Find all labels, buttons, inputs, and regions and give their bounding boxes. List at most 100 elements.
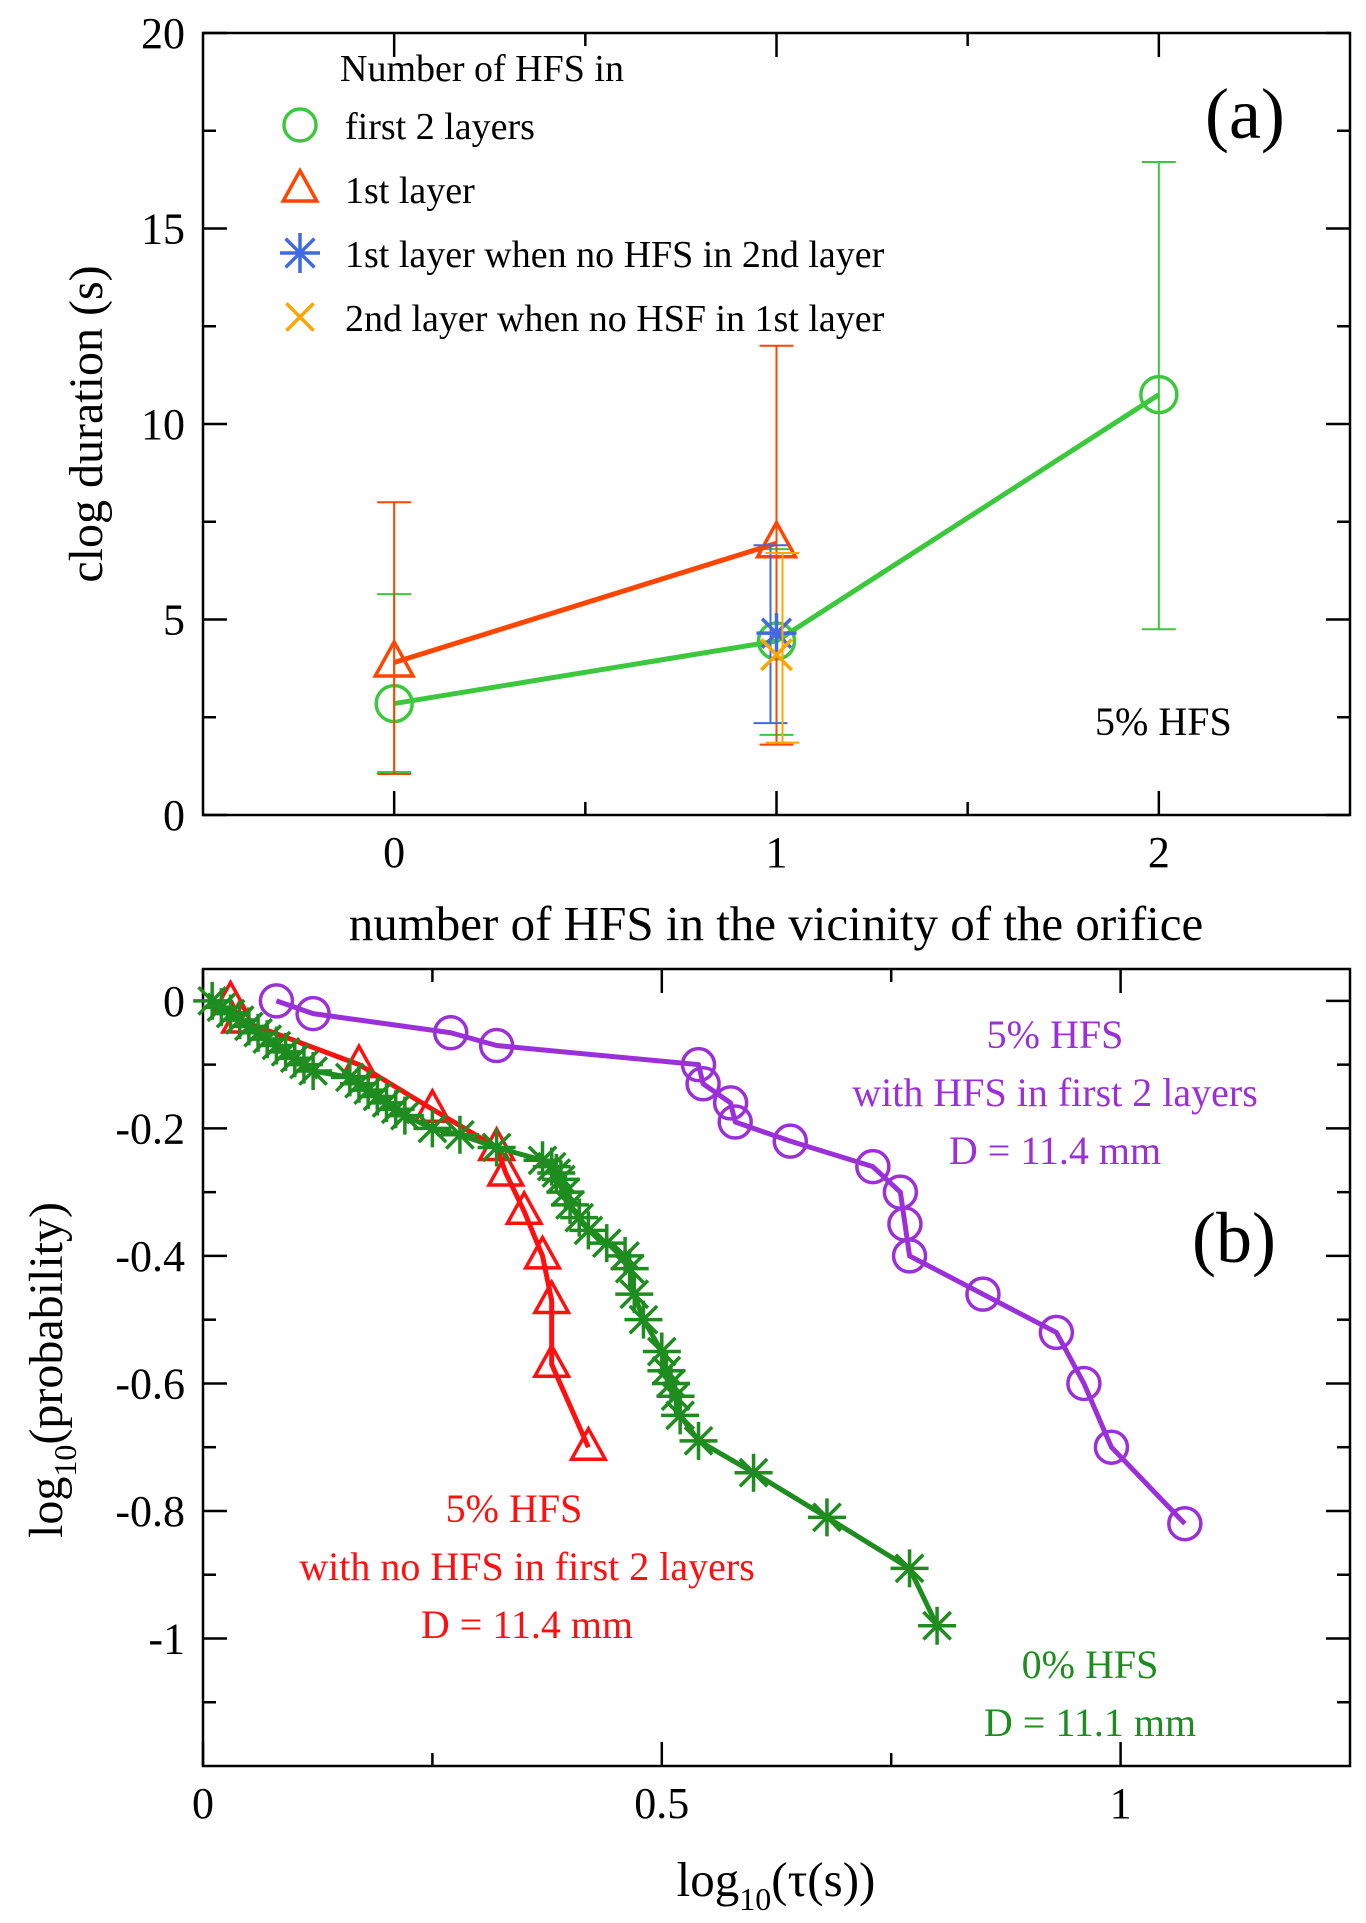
panel-a-x-tick-label: 2 [1148, 828, 1170, 877]
panel-b-y-tick-label: -0.2 [115, 1104, 185, 1153]
data-point-circle [1066, 1365, 1102, 1402]
panel-b-series [193, 978, 1203, 1645]
data-point-star [202, 988, 241, 1027]
data-point-star [330, 1058, 369, 1097]
data-point-star [367, 1083, 406, 1122]
green-label-line-2: D = 11.1 mm [984, 1700, 1196, 1745]
panel-b-ylabel: log10(probability) [20, 1202, 83, 1538]
legend-marker-triangle [280, 166, 320, 203]
panel-a-annotation: 5% HFS [1095, 699, 1232, 744]
data-point-triangle [568, 1425, 609, 1461]
panel-b-y-tick-label: 0 [163, 977, 185, 1026]
data-point-star [651, 1364, 690, 1403]
data-point-circle [717, 1104, 753, 1140]
data-point-star [248, 1020, 287, 1059]
data-point-circle [891, 1238, 928, 1274]
data-point-star [275, 1039, 314, 1078]
series-gold [759, 552, 800, 744]
panel-b-y-tick-label: -0.8 [115, 1487, 185, 1536]
panel-b: 0 0.5 10-0.2-0.4-0.6-0.8-1 (b) 5% HFS with… [20, 967, 1352, 1917]
data-point-star [220, 1001, 259, 1040]
data-point-triangle [504, 1189, 544, 1226]
data-point-star [569, 1211, 608, 1250]
purple-label-line-2: with HFS in first 2 layers [852, 1070, 1258, 1115]
panel-b-x-tick-label: 1 [1110, 1779, 1132, 1828]
data-point-star [679, 1421, 718, 1460]
legend-marker-star [280, 233, 320, 273]
data-point-star [546, 1173, 585, 1212]
purple-series-labels: 5% HFS with HFS in first 2 layers D = 11… [852, 1012, 1258, 1173]
red-label-line-3: D = 11.4 mm [421, 1602, 633, 1647]
panel-a-y-tick-label: 10 [141, 400, 185, 449]
data-point-star [890, 1549, 929, 1588]
data-point-circle [1038, 1314, 1075, 1351]
legend-label: 1st layer [345, 170, 475, 212]
data-point-star [376, 1090, 415, 1129]
red-label-line-1: 5% HFS [446, 1486, 583, 1531]
data-point-star [229, 1007, 268, 1046]
data-point-star [807, 1498, 846, 1537]
data-point-circle [1167, 1505, 1203, 1542]
data-point-circle [685, 1066, 721, 1102]
data-point-star [756, 613, 797, 654]
data-point-star [606, 1236, 645, 1275]
data-point-star [610, 1249, 649, 1288]
series-red [210, 978, 609, 1461]
panel-b-xlabel-tail: (τ(s)) [771, 1852, 875, 1907]
data-point-triangle [754, 518, 799, 559]
data-point-x [759, 638, 794, 672]
legend-title: Number of HFS in [340, 48, 624, 90]
panel-b-y-tick-label: -0.6 [115, 1359, 185, 1408]
data-point-circle [478, 1027, 515, 1064]
panel-b-xlabel-main: log [677, 1852, 740, 1907]
data-point-star [587, 1224, 626, 1263]
panel-b-y-tick-label: -1 [148, 1614, 185, 1663]
data-point-star [642, 1332, 681, 1371]
panel-a-y-tick-label: 20 [141, 9, 185, 58]
data-point-triangle [486, 1151, 526, 1187]
data-point-star [541, 1160, 580, 1199]
data-point-star [358, 1077, 397, 1116]
data-point-circle [772, 1123, 809, 1159]
data-point-circle [258, 983, 295, 1019]
panel-a-y-tick-label: 0 [163, 791, 185, 840]
panel-b-xlabel-sub: 10 [739, 1881, 771, 1917]
data-point-star [551, 1185, 590, 1224]
data-point-star [440, 1115, 479, 1154]
data-point-star [647, 1351, 686, 1390]
panel-a-x-tick-label: 1 [766, 828, 788, 877]
panel-b-x-tick-label: 0 [192, 1779, 214, 1828]
data-point-circle [855, 1148, 891, 1185]
panel-b-axes: 0 0.5 1 0 -0.2 -0.4 -0.6 -0.8 -1 [115, 969, 1350, 1828]
panel-b-ylabel-tail: (probability) [20, 1202, 73, 1445]
data-point-star [413, 1109, 452, 1148]
data-point-star [477, 1128, 516, 1167]
data-point-star [266, 1032, 305, 1071]
panel-b-y-tick-label: -0.4 [115, 1232, 185, 1281]
series-purple [258, 983, 1203, 1542]
data-point-star [294, 1052, 333, 1091]
data-point-star [615, 1275, 654, 1314]
purple-label-line-1: 5% HFS [987, 1012, 1124, 1057]
panel-a-y-tick-label: 5 [163, 596, 185, 645]
green-label-line-1: 0% HFS [1022, 1642, 1159, 1687]
panel-b-xlabel: log10(τ(s)) [677, 1852, 876, 1917]
legend-label: first 2 layers [345, 106, 535, 148]
series-dkgreen [193, 981, 957, 1645]
panel-a-x-tick-label: 0 [383, 828, 405, 877]
data-point-star [239, 1013, 278, 1052]
data-point-star [560, 1198, 599, 1237]
legend-marker-circle [282, 107, 318, 143]
data-point-star [661, 1396, 700, 1435]
legend-items: first 2 layers 1st layer 1st layer when no… [280, 106, 885, 340]
data-point-star [257, 1026, 296, 1065]
data-point-triangle [372, 638, 417, 678]
panel-a-ylabel: clog duration (s) [60, 265, 113, 582]
series-blue [753, 544, 797, 725]
green-series-labels: 0% HFS D = 11.1 mm [984, 1642, 1196, 1745]
data-point-star [349, 1071, 388, 1110]
data-point-star [339, 1064, 378, 1103]
legend-label: 1st layer when no HFS in 2nd layer [345, 234, 885, 276]
